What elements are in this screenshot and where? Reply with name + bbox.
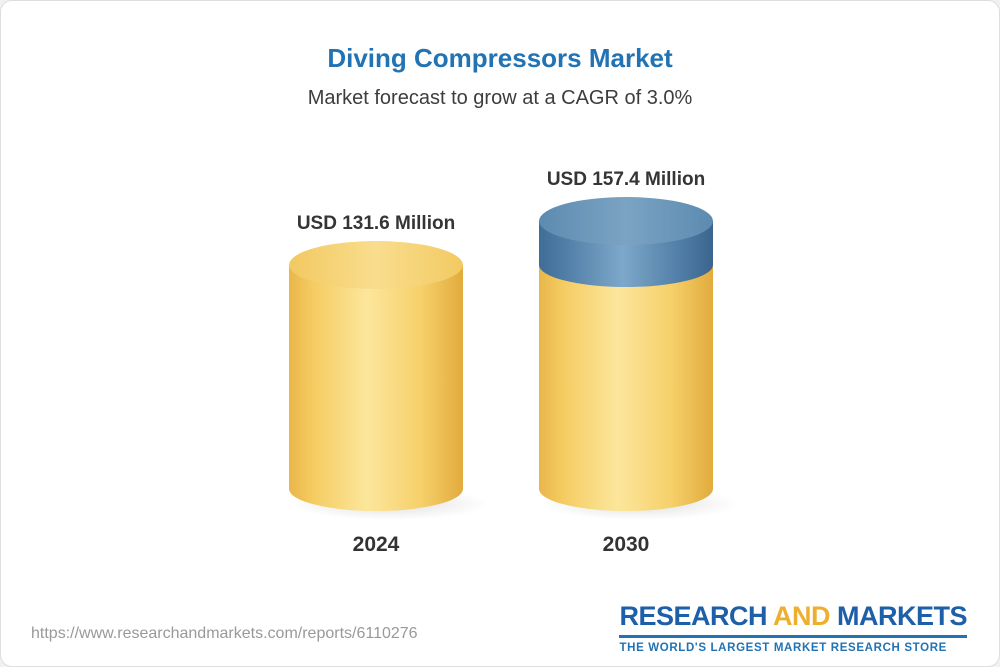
bar-2030 — [539, 197, 739, 520]
value-label-2030: USD 157.4 Million — [546, 169, 706, 190]
chart-title: Diving Compressors Market — [327, 43, 673, 73]
logo-word-markets: MARKETS — [837, 601, 968, 631]
bar-2024-top-ellipse — [289, 241, 463, 289]
value-label-2024: USD 131.6 Million — [296, 213, 456, 234]
logo-wordmark: RESEARCH AND MARKETS — [619, 601, 967, 632]
bar-2030-top-ellipse — [539, 197, 713, 245]
logo-word-research: RESEARCH — [619, 601, 767, 631]
logo-tagline: THE WORLD'S LARGEST MARKET RESEARCH STOR… — [619, 642, 947, 654]
x-label-2030: 2030 — [602, 533, 650, 556]
x-label-2024: 2024 — [352, 533, 400, 556]
bar-2030-body — [539, 265, 713, 511]
research-and-markets-logo: RESEARCH AND MARKETS THE WORLD'S LARGEST… — [619, 601, 968, 654]
logo-divider-rule — [619, 635, 967, 638]
logo-word-and: AND — [772, 601, 831, 631]
bar-2024 — [289, 241, 489, 520]
chart-subtitle: Market forecast to grow at a CAGR of 3.0… — [307, 87, 693, 109]
bar-2024-body — [289, 265, 463, 511]
report-url[interactable]: https://www.researchandmarkets.com/repor… — [31, 625, 418, 642]
